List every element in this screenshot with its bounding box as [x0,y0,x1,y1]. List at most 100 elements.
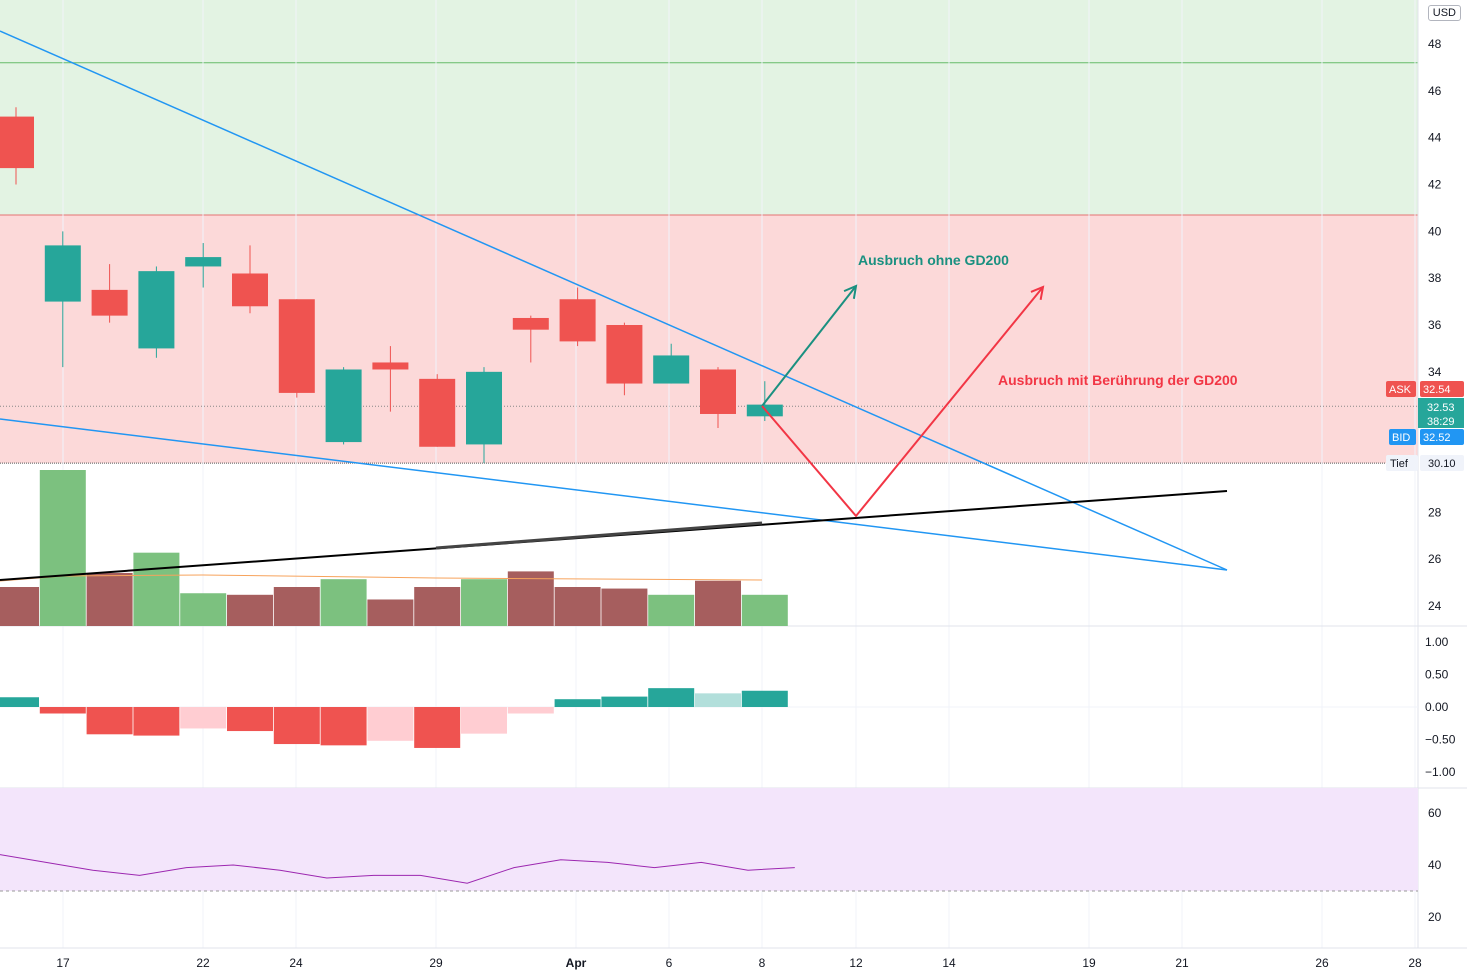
lower-trendline [0,418,1228,571]
annotation-no-touch: Ausbruch ohne GD200 [858,252,1009,268]
time-tick-label: 12 [849,956,863,970]
last-price-value: 32.53 [1427,402,1455,414]
macd-bar [180,707,227,729]
rsi-tick-label: 60 [1428,806,1442,820]
price-tick-label: 34 [1428,365,1442,379]
low-value-bg [1420,455,1464,471]
ask-tag: ASK [1389,384,1412,396]
macd-bar [601,696,648,707]
price-tick-label: 38 [1428,271,1442,285]
time-tick-label: 29 [429,956,443,970]
candle-body [138,271,175,349]
candle-body [278,299,315,393]
macd-bar [554,699,601,707]
bid-tag-bg [1389,429,1416,445]
macd-bar [461,707,507,734]
support-zone-red [0,214,1418,464]
price-tick-label: 40 [1428,224,1442,238]
arrow-breakout-touch [761,286,1044,518]
volume-bar [227,594,273,626]
bid-value: 32.52 [1423,432,1451,444]
volume-bar [648,594,695,626]
bid-value-bg [1420,429,1464,445]
macd-bar [367,707,414,741]
time-tick-label: 24 [289,956,303,970]
candle-body [0,116,34,169]
volume-bar [554,587,601,626]
volume-bar [39,470,86,626]
volume-bar [180,593,227,626]
volume-bar [273,587,320,626]
candle-body [185,257,222,267]
macd-bar [273,707,320,745]
low-tag-bg [1386,455,1418,471]
volume-bar [695,580,741,626]
macd-bar [648,688,695,707]
time-tick-label: 6 [666,956,673,970]
upper-trendline [0,30,1228,571]
macd-bar [320,707,367,746]
macd-bar [133,707,180,736]
arrow-breakout-no-touch [761,285,857,407]
time-tick-label: 19 [1082,956,1096,970]
ask-value-bg [1420,381,1464,397]
volume-bar [461,579,507,626]
ask-value: 32.54 [1423,384,1451,396]
rsi-tick-label: 20 [1428,910,1442,924]
last-price-bg [1418,398,1464,428]
macd-tick-label: −1.00 [1425,765,1456,779]
candle-body [466,371,502,445]
macd-tick-label: 0.50 [1425,668,1449,682]
volume-bar [86,572,133,626]
volume-bar [507,571,554,626]
candle-body [372,362,409,370]
time-tick-label: 21 [1175,956,1189,970]
price-tick-label: 24 [1428,599,1442,613]
annotation-touch: Ausbruch mit Berührung der GD200 [998,372,1238,388]
volume-bar [367,599,414,626]
time-tick-label: 28 [1408,956,1422,970]
volume-bar [414,587,461,626]
volume-bar [0,587,39,626]
price-tick-label: 44 [1428,131,1442,145]
low-tag: Tief [1390,458,1409,470]
price-tick-label: 42 [1428,178,1442,192]
candle-body [700,369,736,414]
rsi-line [0,854,795,884]
macd-bar [741,690,788,707]
macd-bar [414,707,461,748]
rsi-band [0,788,1418,891]
macd-bar [695,693,741,707]
macd-bar [0,697,39,707]
currency-badge[interactable]: USD [1427,5,1461,21]
countdown-value: 38:29 [1427,416,1455,428]
candle-body [653,355,690,384]
macd-tick-label: 0.00 [1425,700,1449,714]
time-tick-label: 22 [196,956,210,970]
candle-body [419,378,456,447]
candle-body [559,299,596,342]
ask-tag-bg [1386,381,1416,397]
macd-tick-label: −0.50 [1425,733,1456,747]
candle-body [91,289,128,316]
gd200-highlight [435,521,763,550]
price-tick-label: 48 [1428,37,1442,51]
low-value: 30.10 [1428,458,1456,470]
macd-tick-label: 1.00 [1425,635,1449,649]
time-tick-label: 17 [56,956,70,970]
time-tick-label: 8 [759,956,766,970]
candle-body [606,325,643,384]
time-tick-label: 26 [1315,956,1329,970]
candle-body [325,369,362,443]
macd-bar [507,707,554,714]
macd-bar [39,707,86,714]
candle-body [232,273,268,307]
macd-bar [86,707,133,735]
volume-bar [320,579,367,626]
volume-bar [133,552,180,626]
candle-body [512,317,549,330]
resistance-zone-green [0,0,1418,215]
price-tick-label: 36 [1428,318,1442,332]
bid-tag: BID [1392,432,1410,444]
